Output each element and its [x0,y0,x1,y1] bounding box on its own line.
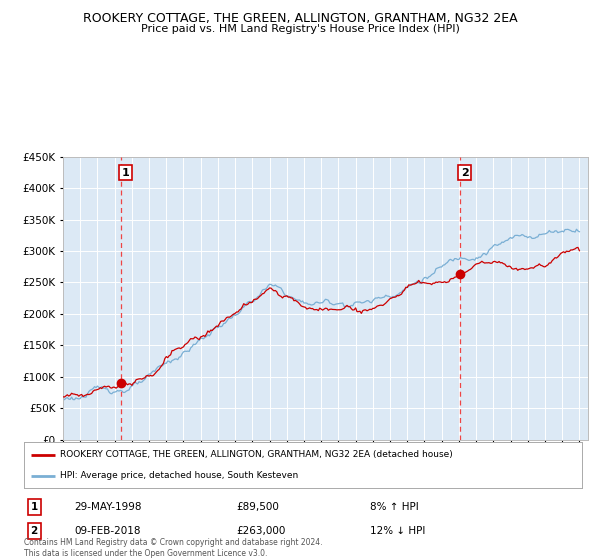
Text: 1: 1 [31,502,38,512]
Text: 8% ↑ HPI: 8% ↑ HPI [370,502,419,512]
Text: ROOKERY COTTAGE, THE GREEN, ALLINGTON, GRANTHAM, NG32 2EA (detached house): ROOKERY COTTAGE, THE GREEN, ALLINGTON, G… [60,450,453,459]
Text: Price paid vs. HM Land Registry's House Price Index (HPI): Price paid vs. HM Land Registry's House … [140,24,460,34]
Text: £89,500: £89,500 [236,502,279,512]
Text: 1: 1 [122,167,130,178]
Text: 09-FEB-2018: 09-FEB-2018 [74,526,141,536]
Text: 2: 2 [31,526,38,536]
Text: ROOKERY COTTAGE, THE GREEN, ALLINGTON, GRANTHAM, NG32 2EA: ROOKERY COTTAGE, THE GREEN, ALLINGTON, G… [83,12,517,25]
Text: £263,000: £263,000 [236,526,286,536]
Text: HPI: Average price, detached house, South Kesteven: HPI: Average price, detached house, Sout… [60,472,299,480]
Text: 29-MAY-1998: 29-MAY-1998 [74,502,142,512]
Text: 2: 2 [461,167,469,178]
Text: 12% ↓ HPI: 12% ↓ HPI [370,526,425,536]
Text: Contains HM Land Registry data © Crown copyright and database right 2024.
This d: Contains HM Land Registry data © Crown c… [24,538,323,558]
